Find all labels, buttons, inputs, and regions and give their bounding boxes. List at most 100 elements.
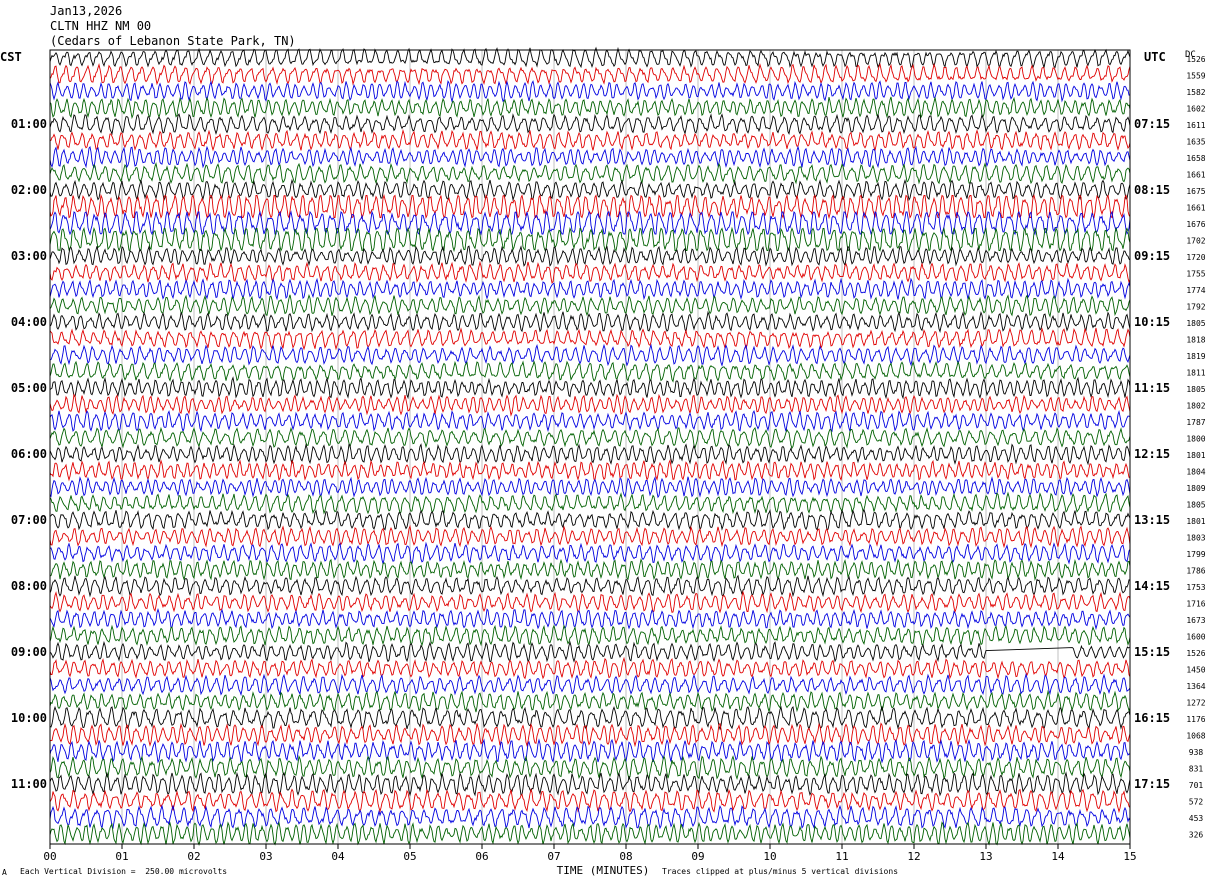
- dc-offset-label: 1802: [1186, 402, 1205, 411]
- trace-line: [49, 226, 1131, 253]
- dc-offset-label: 1716: [1186, 600, 1205, 609]
- trace-line: [49, 409, 1131, 433]
- trace-line: [49, 245, 1131, 267]
- dc-offset-label: 1809: [1186, 484, 1205, 493]
- dc-offset-labels: 1526 1559 1582 1602 1611 1635 1658 1661 1675 1661…: [1186, 55, 1205, 840]
- right-hour-label: 10:15: [1134, 315, 1170, 329]
- trace-line: [49, 193, 1131, 220]
- dc-offset-label: 1800: [1186, 435, 1205, 444]
- trace-line: [49, 754, 1131, 781]
- left-hour-label: 07:00: [11, 513, 47, 527]
- dc-offset-label: 1676: [1186, 220, 1205, 229]
- dc-offset-label: 1801: [1186, 451, 1205, 460]
- trace-line: [49, 624, 1131, 647]
- header-location: (Cedars of Lebanon State Park, TN): [50, 34, 296, 48]
- x-tick-label: 05: [403, 850, 416, 863]
- trace-line: [49, 722, 1131, 748]
- trace-line: [49, 393, 1131, 417]
- x-tick-label: 00: [43, 850, 56, 863]
- x-axis-label: TIME (MINUTES): [557, 864, 650, 877]
- dc-offset-label: 572: [1189, 798, 1204, 807]
- left-hour-label: 10:00: [11, 711, 47, 725]
- left-hour-label: 01:00: [11, 117, 47, 131]
- dc-offset-label: 1600: [1186, 633, 1205, 642]
- trace-line: [49, 541, 1131, 566]
- trace-line: [49, 310, 1131, 334]
- x-axis-ticks: 00 01 02 03 04 05 06 07 08 09 10 11 12 13 14 15: [43, 844, 1137, 863]
- right-hour-labels: 07:15 08:15 09:15 10:15 11:15 12:15 13:15 14:15…: [1134, 117, 1170, 791]
- right-hour-label: 08:15: [1134, 183, 1170, 197]
- dc-header: DC: [1185, 50, 1196, 60]
- right-timezone: UTC: [1144, 50, 1166, 64]
- trace-line: [49, 787, 1131, 814]
- dc-offset-label: 1774: [1186, 286, 1205, 295]
- trace-line: [49, 574, 1131, 598]
- dc-offset-label: 1787: [1186, 418, 1205, 427]
- corner-mark: A: [2, 868, 7, 877]
- x-tick-label: 03: [259, 850, 272, 863]
- right-hour-label: 14:15: [1134, 579, 1170, 593]
- dc-offset-label: 1526: [1186, 55, 1205, 64]
- trace-line: [49, 62, 1131, 86]
- dc-offset-label: 1799: [1186, 550, 1205, 559]
- dc-offset-label: 831: [1189, 765, 1204, 774]
- dc-offset-label: 1819: [1186, 352, 1205, 361]
- dc-offset-label: 1818: [1186, 336, 1205, 345]
- dc-offset-label: 1658: [1186, 154, 1205, 163]
- dc-offset-label: 1805: [1186, 319, 1205, 328]
- clip-note: Traces clipped at plus/minus 5 vertical …: [662, 867, 899, 876]
- header-station: CLTN HHZ NM 00: [50, 19, 152, 33]
- x-tick-label: 10: [763, 850, 776, 863]
- x-tick-label: 07: [547, 850, 560, 863]
- dc-offset-label: 1635: [1186, 138, 1205, 147]
- trace-line: [49, 113, 1131, 136]
- trace-line: [49, 771, 1131, 797]
- dc-offset-label: 1673: [1186, 616, 1205, 625]
- trace-line: [49, 524, 1131, 549]
- trace-line: [49, 128, 1131, 152]
- dc-offset-label: 1602: [1186, 105, 1205, 114]
- dc-offset-label: 1661: [1186, 171, 1205, 180]
- trace-line: [49, 426, 1131, 450]
- dc-offset-label: 1176: [1186, 715, 1205, 724]
- scale-note: Each Vertical Division = 250.00 microvol…: [20, 867, 228, 876]
- dc-offset-label: 1526: [1186, 649, 1205, 658]
- left-timezone: CST: [0, 50, 22, 64]
- trace-line: [49, 458, 1130, 482]
- trace-line: [49, 656, 1131, 680]
- right-hour-label: 13:15: [1134, 513, 1170, 527]
- dc-offset-label: 1792: [1186, 303, 1205, 312]
- x-tick-label: 08: [619, 850, 632, 863]
- dc-offset-label: 1804: [1186, 468, 1205, 477]
- dc-offset-label: 1805: [1186, 385, 1205, 394]
- dc-offset-label: 326: [1189, 831, 1204, 840]
- trace-line: [49, 80, 1131, 103]
- dc-offset-label: 1702: [1186, 237, 1205, 246]
- trace-line: [49, 689, 1131, 714]
- right-hour-label: 12:15: [1134, 447, 1170, 461]
- right-hour-label: 16:15: [1134, 711, 1170, 725]
- trace-line: [49, 145, 1131, 169]
- left-hour-label: 08:00: [11, 579, 47, 593]
- left-hour-label: 09:00: [11, 645, 47, 659]
- trace-line: [49, 607, 1131, 631]
- dc-offset-label: 1755: [1186, 270, 1205, 279]
- left-hour-label: 03:00: [11, 249, 47, 263]
- trace-line: [49, 508, 1131, 531]
- x-tick-label: 09: [691, 850, 704, 863]
- left-hour-label: 06:00: [11, 447, 47, 461]
- x-tick-label: 12: [907, 850, 920, 863]
- trace-line: [49, 343, 1131, 367]
- trace-line: [49, 327, 1131, 351]
- dc-offset-label: 1661: [1186, 204, 1205, 213]
- dc-offset-label: 453: [1189, 814, 1204, 823]
- trace-line: [49, 705, 1131, 731]
- x-tick-label: 01: [115, 850, 128, 863]
- x-tick-label: 15: [1123, 850, 1136, 863]
- trace-line: [49, 590, 1131, 614]
- right-hour-label: 15:15: [1134, 645, 1170, 659]
- trace-line: [49, 376, 1131, 400]
- dc-offset-label: 1272: [1186, 699, 1205, 708]
- right-hour-label: 11:15: [1134, 381, 1170, 395]
